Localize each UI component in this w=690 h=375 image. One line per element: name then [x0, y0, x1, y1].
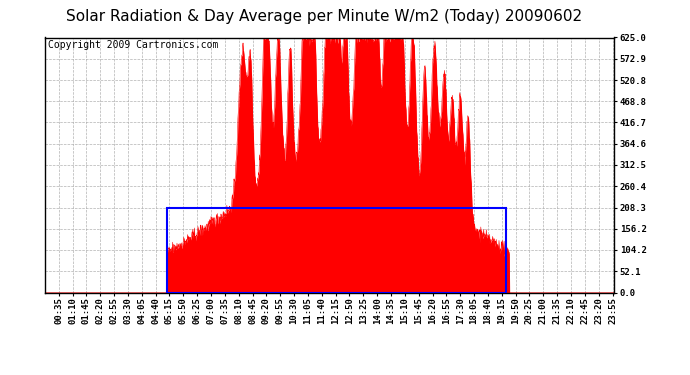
Text: Copyright 2009 Cartronics.com: Copyright 2009 Cartronics.com — [48, 40, 218, 50]
Text: Solar Radiation & Day Average per Minute W/m2 (Today) 20090602: Solar Radiation & Day Average per Minute… — [66, 9, 582, 24]
Bar — [168, 207, 506, 292]
